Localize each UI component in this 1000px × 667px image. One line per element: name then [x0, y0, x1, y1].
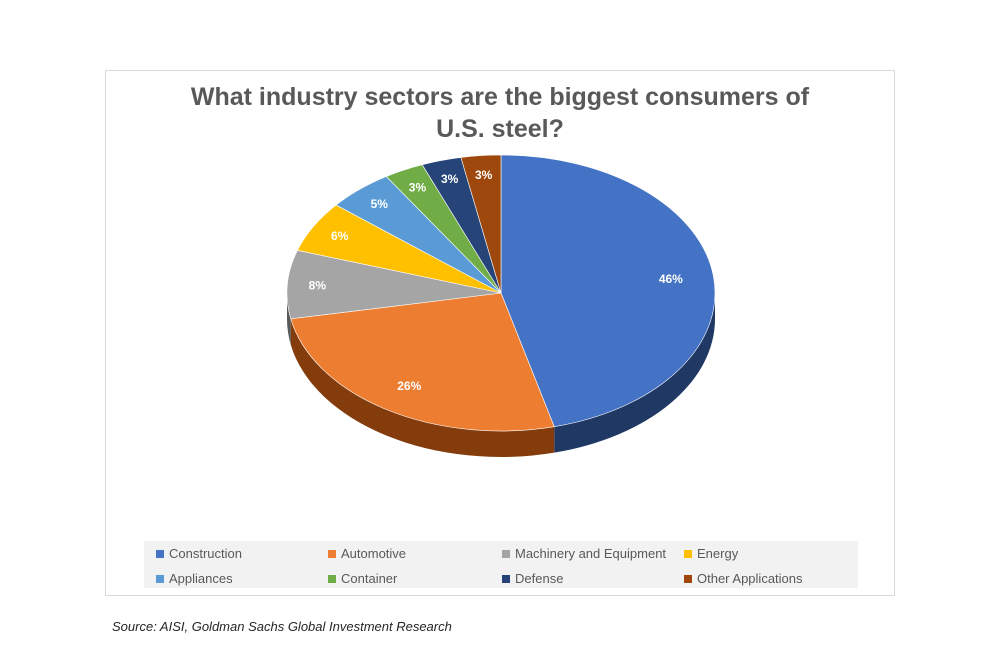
pie-slice-construction — [500, 154, 716, 427]
legend-swatch — [502, 549, 510, 558]
data-label-appliances: 5% — [371, 197, 389, 211]
legend-item-defense: Defense — [502, 571, 563, 586]
legend-swatch — [328, 574, 336, 583]
data-label-automotive: 26% — [397, 379, 421, 393]
legend-item-container: Container — [328, 571, 397, 586]
pie-slice-machinery-and-equipment — [286, 250, 502, 320]
data-label-defense: 3% — [441, 172, 459, 186]
legend-item-appliances: Appliances — [156, 571, 233, 586]
legend-swatch — [328, 549, 336, 558]
source-note: Source: AISI, Goldman Sachs Global Inves… — [112, 619, 452, 634]
chart-title-line2: U.S. steel? — [436, 115, 564, 143]
data-label-construction: 46% — [659, 272, 683, 286]
legend-item-other-applications: Other Applications — [684, 571, 803, 586]
data-label-machinery-and-equipment: 8% — [309, 279, 327, 293]
pie-side-construction — [554, 293, 715, 453]
pie-side-machinery-and-equipment — [287, 293, 291, 345]
chart-legend: Construction Automotive Machinery and Equi… — [144, 541, 858, 588]
legend-item-automotive: Automotive — [328, 546, 406, 561]
legend-swatch — [156, 549, 164, 558]
data-label-container: 3% — [409, 180, 427, 194]
chart-title: What industry sectors are the biggest co… — [106, 81, 894, 145]
legend-label: Other Applications — [697, 571, 803, 586]
legend-label: Construction — [169, 546, 242, 561]
legend-item-machinery-and-equipment: Machinery and Equipment — [502, 546, 666, 561]
data-label-other-applications: 3% — [475, 168, 493, 182]
legend-swatch — [684, 574, 692, 583]
legend-item-construction: Construction — [156, 546, 242, 561]
legend-swatch — [156, 574, 164, 583]
legend-swatch — [684, 549, 692, 558]
legend-label: Machinery and Equipment — [515, 546, 667, 561]
pie-chart: 46% 26% 8% 6% 5% 3% 3% 3% — [286, 154, 716, 457]
pie-side-automotive — [290, 318, 555, 457]
legend-label: Automotive — [341, 546, 407, 561]
data-label-energy: 6% — [331, 229, 349, 243]
chart-area: What industry sectors are the biggest co… — [105, 70, 895, 596]
legend-label: Container — [341, 571, 398, 586]
legend-item-energy: Energy — [684, 546, 738, 561]
legend-swatch — [502, 574, 510, 583]
legend-label: Appliances — [169, 571, 233, 586]
chart-title-line1: What industry sectors are the biggest co… — [190, 83, 810, 111]
pie-slice-other-applications — [460, 154, 502, 294]
legend-label: Defense — [515, 571, 564, 586]
pie-slice-automotive — [290, 292, 555, 432]
legend-label: Energy — [697, 546, 739, 561]
